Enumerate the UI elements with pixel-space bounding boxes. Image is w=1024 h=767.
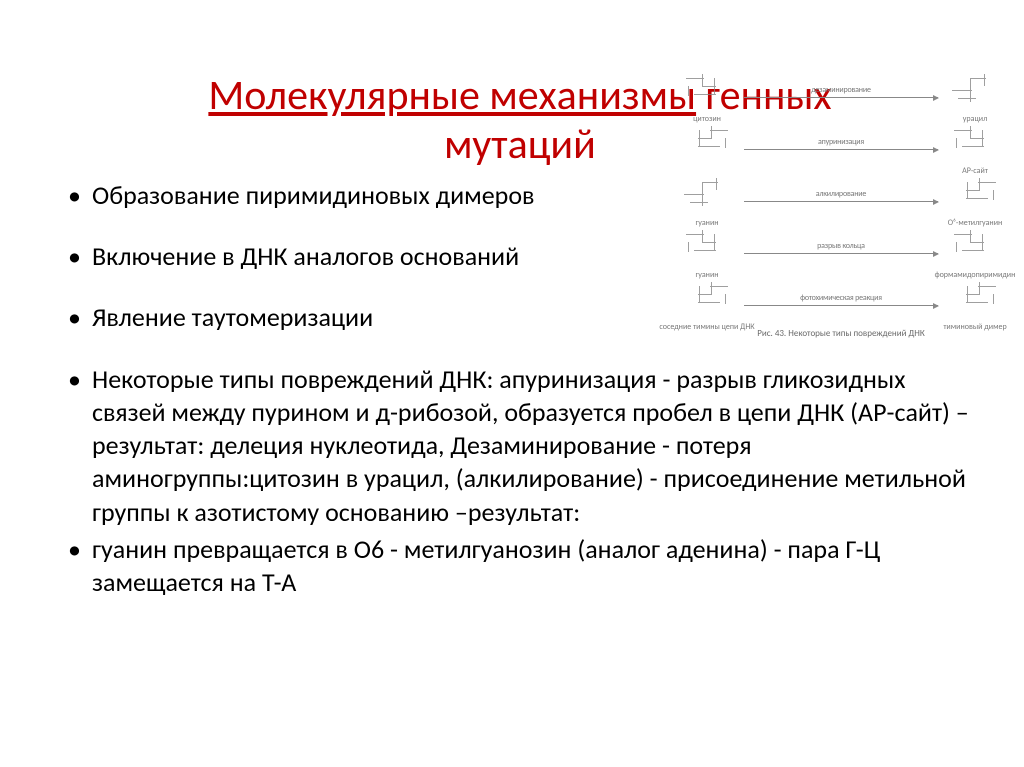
bullet-list: Образование пиримидиновых димеров Включен… [64, 179, 976, 600]
content: Образование пиримидиновых димеров Включен… [64, 179, 976, 600]
bullet-item: Некоторые типы повреждений ДНК: апуриниз… [64, 363, 976, 529]
slide: Молекулярные механизмы генных мутаций ци… [0, 0, 1024, 767]
reaction-arrow: дезаминирование [744, 85, 938, 98]
bullet-item: Явление таутомеризации [64, 301, 672, 334]
molecule-right: АР-сайт [944, 120, 1006, 166]
arrow-label: дезаминирование [811, 85, 871, 95]
diagram-row: цитозин дезаминирование урацил [676, 68, 1006, 114]
bullet-item: Включение в ДНК аналогов оснований [64, 240, 672, 273]
reaction-arrow: апуринизация [744, 137, 938, 150]
molecule-left [676, 120, 738, 166]
diagram-row: апуринизация АР-сайт [676, 120, 1006, 166]
molecule-left: цитозин [676, 68, 738, 114]
arrow-label: апуринизация [818, 137, 864, 147]
molecule-right: урацил [944, 68, 1006, 114]
bullet-item: гуанин превращается в О6 - метилгуанозин… [64, 533, 976, 600]
bullet-item: Образование пиримидиновых димеров [64, 179, 672, 212]
title-underlined: Молекулярные механизмы [208, 70, 696, 121]
